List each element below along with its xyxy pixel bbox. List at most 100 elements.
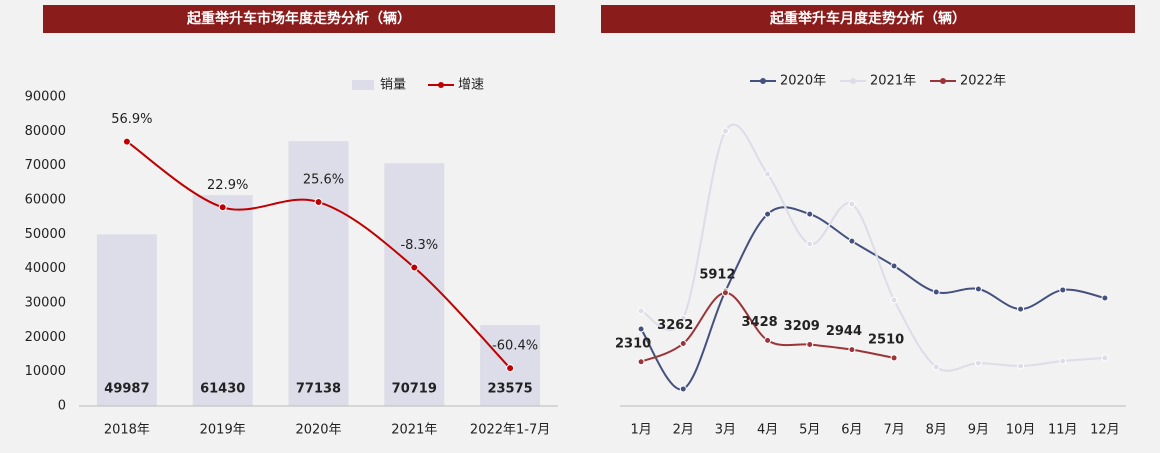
point (890, 296, 898, 304)
bar (384, 163, 445, 406)
data-label: 2944 (826, 324, 862, 339)
point (764, 170, 772, 178)
point (806, 210, 814, 218)
point (764, 210, 772, 218)
legend-label: 2021年 (870, 74, 916, 89)
legend-label: 2022年 (960, 74, 1006, 89)
x-tick-label: 8月 (926, 423, 947, 438)
point (721, 127, 729, 135)
y-tick-label: 10000 (25, 364, 66, 379)
x-tick-label: 3月 (715, 423, 736, 438)
data-label: 3262 (657, 318, 693, 333)
point (637, 358, 645, 366)
point (974, 285, 982, 293)
data-label: -8.3% (400, 238, 438, 253)
chart-title: 起重举升车市场年度走势分析（辆） (186, 10, 411, 27)
data-label: 61430 (200, 382, 245, 397)
point (218, 203, 227, 212)
y-tick-label: 80000 (25, 124, 66, 139)
point (314, 198, 323, 207)
point (848, 346, 856, 354)
data-label: 23575 (487, 382, 532, 397)
y-tick-label: 40000 (25, 261, 66, 276)
legend-swatch (940, 78, 946, 84)
data-label: 22.9% (207, 178, 248, 193)
point (974, 359, 982, 367)
point (932, 288, 940, 296)
data-label: 3209 (784, 319, 820, 334)
bar (192, 195, 253, 406)
y-tick-label: 70000 (25, 158, 66, 173)
point (848, 237, 856, 245)
legend-label: 增速 (458, 78, 484, 93)
data-label: 5912 (699, 267, 735, 282)
x-tick-label: 10月 (1006, 423, 1036, 438)
y-tick-label: 20000 (25, 330, 66, 345)
legend-label: 销量 (380, 78, 406, 93)
x-tick-label: 4月 (757, 423, 778, 438)
point (122, 137, 131, 146)
legend-swatch (438, 82, 444, 88)
x-tick-label: 1月 (630, 423, 651, 438)
point (637, 325, 645, 333)
point (890, 354, 898, 362)
point (679, 340, 687, 348)
y-tick-label: 30000 (25, 296, 66, 311)
data-label: 77138 (296, 382, 341, 397)
point (1059, 286, 1067, 294)
point (721, 289, 729, 297)
bar (288, 141, 349, 406)
point (1017, 305, 1025, 313)
x-tick-label: 2021年 (391, 423, 437, 438)
point (1101, 294, 1109, 302)
point (890, 262, 898, 270)
x-tick-label: 9月 (968, 423, 989, 438)
point (806, 341, 814, 349)
x-tick-label: 11月 (1048, 423, 1078, 438)
point (764, 336, 772, 344)
data-label: 25.6% (303, 173, 344, 188)
point (679, 314, 687, 322)
point (1101, 354, 1109, 362)
point (806, 240, 814, 248)
legend-label: 2020年 (780, 74, 826, 89)
data-label: 70719 (392, 382, 437, 397)
bar (96, 234, 157, 406)
data-label: 2310 (615, 336, 651, 351)
data-label: -60.4% (492, 339, 538, 354)
x-tick-label: 2018年 (104, 423, 150, 438)
data-label: 3428 (741, 315, 777, 330)
title-bar (601, 5, 1135, 33)
point (1059, 357, 1067, 365)
y-tick-label: 90000 (25, 90, 66, 105)
y-tick-label: 0 (58, 399, 66, 414)
x-tick-label: 2020年 (295, 423, 341, 438)
data-label: 56.9% (111, 112, 152, 127)
point (848, 200, 856, 208)
legend-swatch (850, 78, 856, 84)
x-tick-label: 5月 (799, 423, 820, 438)
title-bar (43, 5, 555, 33)
point (932, 363, 940, 371)
x-tick-label: 12月 (1090, 423, 1120, 438)
line (640, 206, 1106, 391)
legend-swatch (352, 80, 374, 90)
x-tick-label: 2019年 (200, 423, 246, 438)
legend-swatch (760, 78, 766, 84)
data-label: 2510 (868, 332, 904, 347)
chart-title: 起重举升车月度走势分析（辆） (769, 10, 966, 27)
point (637, 307, 645, 315)
x-tick-label: 7月 (883, 423, 904, 438)
x-tick-label: 6月 (841, 423, 862, 438)
data-label: 49987 (104, 382, 149, 397)
y-tick-label: 50000 (25, 227, 66, 242)
point (1017, 362, 1025, 370)
x-tick-label: 2月 (673, 423, 694, 438)
point (679, 385, 687, 393)
x-tick-label: 2022年1-7月 (470, 423, 550, 438)
point (506, 364, 515, 373)
point (410, 263, 419, 272)
y-tick-label: 60000 (25, 193, 66, 208)
